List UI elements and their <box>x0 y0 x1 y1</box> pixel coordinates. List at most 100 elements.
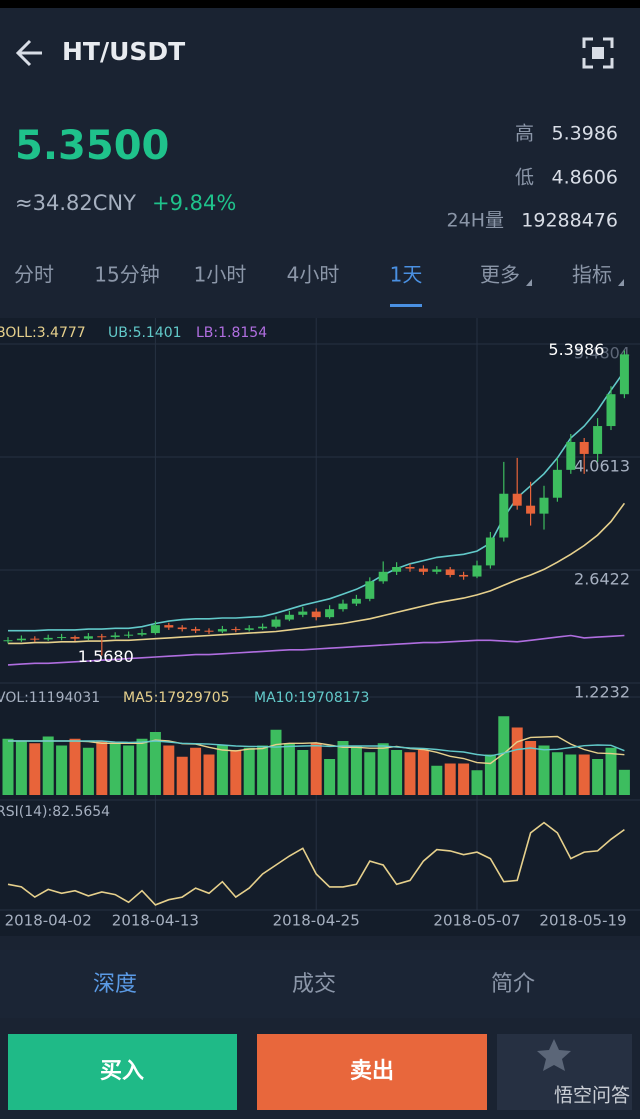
favorite-button[interactable] <box>497 1034 632 1110</box>
volume-bar <box>203 754 215 795</box>
volume-bar <box>257 745 269 795</box>
candle-body <box>325 609 335 618</box>
dropdown-caret <box>618 279 624 286</box>
volume-bar <box>484 754 496 795</box>
candle-body <box>539 497 549 514</box>
y-tick-label: 5.4804 <box>574 344 630 363</box>
bottom-tab[interactable]: 成交 <box>292 972 336 997</box>
candle-body <box>552 469 562 498</box>
stat-label: 低 <box>515 167 534 189</box>
volume-bar <box>404 752 416 795</box>
dropdown-caret <box>526 279 532 286</box>
candle-body <box>298 611 308 615</box>
interval-tab[interactable]: 1小时 <box>194 263 247 287</box>
sell-button[interactable] <box>257 1034 487 1110</box>
candle-body <box>150 625 160 634</box>
volume-bar <box>176 756 188 795</box>
volume-ma-line <box>8 740 625 757</box>
star-icon[interactable] <box>537 1039 571 1071</box>
stat-label: 高 <box>515 123 534 145</box>
volume-bar <box>297 750 309 795</box>
volume-bar <box>458 763 470 795</box>
candle-body <box>418 568 428 572</box>
candle-body <box>70 637 80 639</box>
candle-body <box>432 569 442 572</box>
candle-body <box>351 598 361 604</box>
volume-bar <box>324 759 336 795</box>
volume-bar <box>578 754 590 795</box>
volume-bar <box>431 765 443 795</box>
stat-value: 5.3986 <box>552 123 618 145</box>
volume-bar <box>551 752 563 795</box>
volume-bar <box>136 738 148 795</box>
sell-label[interactable]: 卖出 <box>350 1058 394 1084</box>
volume-bar <box>310 743 322 795</box>
watermark: 悟空问答 <box>554 1085 630 1107</box>
interval-tab[interactable]: 指标 <box>572 263 612 287</box>
candle-body <box>231 629 241 631</box>
volume-bar <box>123 745 135 795</box>
candle-body <box>244 628 254 630</box>
interval-tab[interactable]: 4小时 <box>287 263 340 287</box>
volume-bar <box>337 741 349 795</box>
stat-value: 4.8606 <box>552 167 618 189</box>
volume-bar <box>190 747 202 795</box>
status-bar <box>0 0 640 8</box>
candle-body <box>97 636 107 638</box>
pair-title: HT/USDT <box>62 37 185 66</box>
low-label: 1.5680 <box>78 647 134 666</box>
x-tick-label: 2018-04-25 <box>273 912 360 930</box>
last-price: 5.3500 <box>15 123 169 169</box>
boll-line <box>7 634 625 666</box>
interval-tab[interactable]: 1天 <box>390 263 423 287</box>
back-arrow[interactable] <box>15 39 42 67</box>
volume-bar <box>350 745 362 795</box>
boll-line <box>8 370 626 632</box>
volume-bar <box>56 745 68 795</box>
legend-entry: MA10:19708173 <box>254 690 369 706</box>
candle-body <box>526 505 536 514</box>
candle-body <box>137 633 147 635</box>
volume-bar <box>471 770 483 795</box>
legend-entry: LB:1.8154 <box>196 325 267 341</box>
candle-body <box>338 603 348 610</box>
candle-body <box>405 566 415 569</box>
candle-body <box>445 569 455 575</box>
bottom-tabs: 深度 成交 简介 <box>93 972 535 997</box>
x-tick-label: 2018-04-13 <box>112 912 199 930</box>
fullscreen-icon[interactable] <box>582 37 614 69</box>
candle-body <box>566 441 576 470</box>
bottom-tab[interactable]: 深度 <box>93 972 137 997</box>
legend-entry: UB:5.1401 <box>108 325 182 341</box>
volume-bar <box>618 769 630 795</box>
volume-bar <box>82 747 94 795</box>
candle-body <box>57 637 67 639</box>
candle-body <box>619 354 629 395</box>
buy-button[interactable] <box>8 1034 237 1110</box>
volume-bar <box>96 741 108 795</box>
candle-body <box>311 611 321 618</box>
candle-body <box>43 637 53 640</box>
volume-bar <box>163 745 175 795</box>
volume-bar <box>29 743 41 795</box>
candle-body <box>459 574 469 577</box>
x-tick-label: 2018-04-02 <box>5 912 92 930</box>
candle-body <box>191 629 201 631</box>
candle-body <box>512 493 522 506</box>
bottom-tab[interactable]: 简介 <box>491 972 535 997</box>
buy-label[interactable]: 买入 <box>100 1059 144 1084</box>
candle-body <box>365 581 375 599</box>
stat-value: 19288476 <box>521 210 618 232</box>
candle-body <box>606 394 616 427</box>
candle-body <box>177 627 187 630</box>
candle-body <box>593 426 603 454</box>
volume-bar <box>538 745 550 795</box>
interval-tab[interactable]: 分时 <box>14 263 54 287</box>
candle-body <box>499 493 509 538</box>
tab-underline <box>390 304 422 307</box>
interval-tab[interactable]: 更多 <box>480 263 520 287</box>
candle-body <box>3 640 13 642</box>
volume-bar <box>391 750 403 795</box>
volume-bar <box>243 747 255 795</box>
interval-tab[interactable]: 15分钟 <box>94 263 159 287</box>
